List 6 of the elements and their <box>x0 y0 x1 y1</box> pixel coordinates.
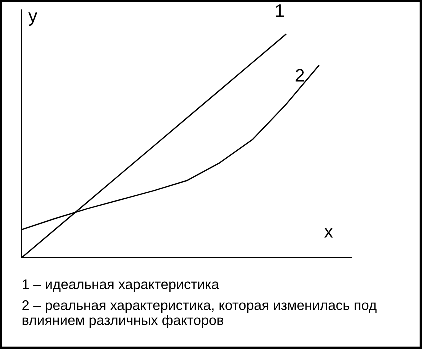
series-label: 2 <box>296 69 304 82</box>
series-label: 1 <box>276 4 284 18</box>
text: 1 – идеальная характеристика <box>23 280 220 292</box>
x-axis-title: x <box>324 228 334 238</box>
text: 2 – реальная характеристика, которая изменилась под влиянием различных факторов <box>22 300 377 328</box>
y-axis-title: y <box>28 12 38 26</box>
